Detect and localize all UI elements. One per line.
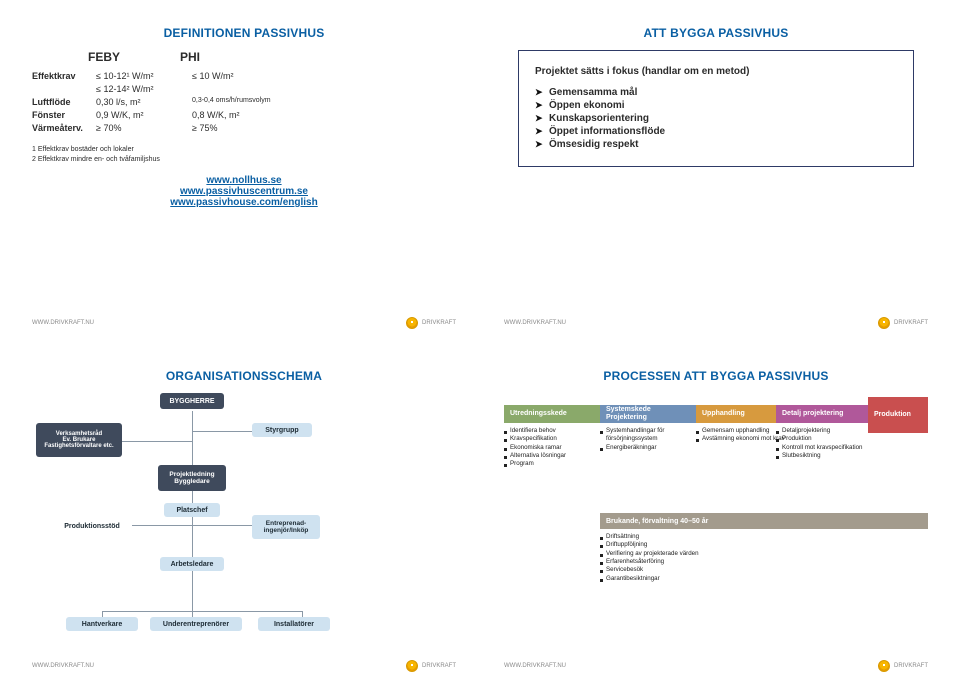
link-nollhus[interactable]: www.nollhus.se — [32, 175, 456, 186]
slide-footer: WWW.DRIVKRAFT.NU DRIVKRAFT — [504, 317, 928, 329]
footer-url: WWW.DRIVKRAFT.NU — [32, 320, 94, 326]
footer-brand: DRIVKRAFT — [406, 317, 456, 329]
phase-0: Utredningsskede — [504, 405, 600, 423]
link-passivhuscentrum[interactable]: www.passivhuscentrum.se — [32, 186, 456, 197]
slide-footer: WWW.DRIVKRAFT.NU DRIVKRAFT — [32, 660, 456, 672]
phase-bullets-0: Identifiera behovKravspecifikationEkonom… — [504, 427, 596, 469]
node-hantverkare: Hantverkare — [66, 617, 138, 631]
grey-bullets: Driftsättning Driftuppföljning Verifieri… — [600, 533, 800, 583]
slide-footer: WWW.DRIVKRAFT.NU DRIVKRAFT — [32, 317, 456, 329]
bullet-item: Öppen ekonomi — [535, 100, 897, 111]
node-produktionsstod: Produktionsstöd — [54, 519, 130, 533]
slide-definitionen: DEFINITIONEN PASSIVHUS FEBY PHI Effektkr… — [22, 18, 466, 333]
node-byggherre: BYGGHERRE — [160, 393, 224, 409]
footer-url: WWW.DRIVKRAFT.NU — [504, 663, 566, 669]
footer-url: WWW.DRIVKRAFT.NU — [504, 320, 566, 326]
links-block: www.nollhus.se www.passivhuscentrum.se w… — [32, 175, 456, 208]
node-installatorer: Installatörer — [258, 617, 330, 631]
node-projektledning: Projektledning Byggledare — [158, 465, 226, 491]
slide-title: ATT BYGGA PASSIVHUS — [504, 26, 928, 40]
grey-bar: Brukande, förvaltning 40–50 år — [600, 513, 928, 529]
node-arbetsledare: Arbetsledare — [160, 557, 224, 571]
bullet-item: Ömsesidig respekt — [535, 139, 897, 150]
bullet-item: Gemensamma mål — [535, 87, 897, 98]
column-headers: FEBY PHI — [88, 50, 456, 64]
brand-icon — [406, 660, 418, 672]
node-platschef: Platschef — [164, 503, 220, 517]
phase-bullets-1: Systemhandlingar för försörjningssystemE… — [600, 427, 692, 452]
node-underentreprenorer: Underentreprenörer — [150, 617, 242, 631]
slide-title: DEFINITIONEN PASSIVHUS — [32, 26, 456, 40]
lead-text: Projektet sätts i fokus (handlar om en m… — [535, 65, 897, 79]
slide-title: PROCESSEN ATT BYGGA PASSIVHUS — [504, 369, 928, 383]
requirements-table: Effektkrav≤ 10-12¹ W/m²≤ 10 W/m² ≤ 12-14… — [32, 70, 456, 135]
node-styrgrupp: Styrgrupp — [252, 423, 312, 437]
org-chart: BYGGHERRE Verksamhetsråd Ev. Brukare Fas… — [32, 393, 456, 623]
footer-url: WWW.DRIVKRAFT.NU — [32, 663, 94, 669]
footer-brand: DRIVKRAFT — [406, 660, 456, 672]
brand-icon — [878, 317, 890, 329]
bullet-item: Öppet informationsflöde — [535, 126, 897, 137]
col-feby: FEBY — [88, 50, 120, 64]
node-verksamhetsrad: Verksamhetsråd Ev. Brukare Fastighetsför… — [36, 423, 122, 457]
phase-4: Produktion — [868, 397, 928, 433]
phase-2: Upphandling — [696, 405, 776, 423]
slide-footer: WWW.DRIVKRAFT.NU DRIVKRAFT — [504, 660, 928, 672]
phase-3: Detalj projektering — [776, 405, 868, 423]
slide-processen: PROCESSEN ATT BYGGA PASSIVHUS Brukande, … — [494, 361, 938, 676]
brand-icon — [406, 317, 418, 329]
phase-bullets-3: DetaljprojekteringProduktionKontroll mot… — [776, 427, 868, 460]
link-passivhouse[interactable]: www.passivhouse.com/english — [32, 197, 456, 208]
bullet-list: Gemensamma mål Öppen ekonomi Kunskapsori… — [535, 87, 897, 150]
col-phi: PHI — [180, 50, 200, 64]
slide-title: ORGANISATIONSSCHEMA — [32, 369, 456, 383]
footnotes: 1 Effektkrav bostäder och lokaler 2 Effe… — [32, 145, 456, 165]
footer-brand: DRIVKRAFT — [878, 660, 928, 672]
node-entreprenad: Entreprenad- ingenjör/Inköp — [252, 515, 320, 539]
footer-brand: DRIVKRAFT — [878, 317, 928, 329]
process-diagram: Brukande, förvaltning 40–50 år Driftsätt… — [504, 393, 928, 633]
bullet-item: Kunskapsorientering — [535, 113, 897, 124]
slide-organisationsschema: ORGANISATIONSSCHEMA BYGGHERRE Verksamhet… — [22, 361, 466, 676]
row-label: Effektkrav — [32, 70, 96, 83]
slide-att-bygga: ATT BYGGA PASSIVHUS Projektet sätts i fo… — [494, 18, 938, 333]
brand-icon — [878, 660, 890, 672]
focus-box: Projektet sätts i fokus (handlar om en m… — [518, 50, 914, 167]
phase-1: Systemskede Projektering — [600, 405, 696, 423]
phase-bullets-2: Gemensam upphandlingAvstämning ekonomi m… — [696, 427, 788, 444]
